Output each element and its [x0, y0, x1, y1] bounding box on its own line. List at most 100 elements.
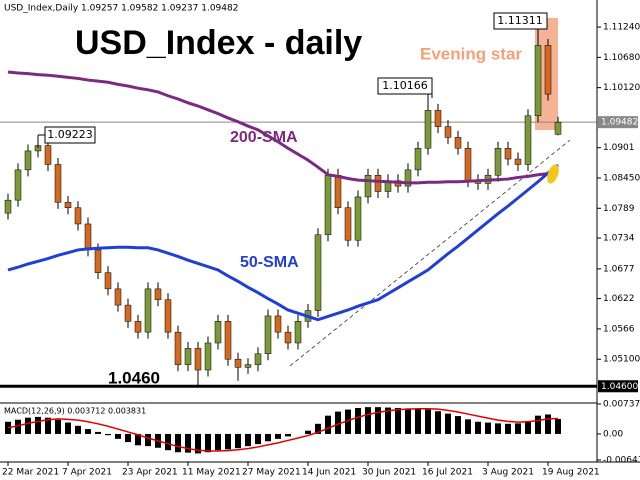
candle-body: [534, 45, 542, 117]
x-tick-label: 11 May 2021: [182, 468, 241, 478]
candle-body: [194, 348, 202, 371]
candle-body: [24, 150, 32, 171]
candle-body: [164, 299, 172, 333]
x-tick-label: 30 Jun 2021: [362, 468, 416, 478]
candle-body: [94, 249, 102, 273]
candle-body: [414, 147, 422, 171]
candle-body: [334, 175, 342, 208]
y-tick-label: -0.006415: [603, 456, 640, 466]
level-label: 1.09482: [601, 118, 638, 128]
y-tick-label: 1.0734: [603, 234, 635, 244]
chart-header: USD_Index,Daily 1.09257 1.09582 1.09237 …: [4, 4, 238, 14]
macd-bar: [445, 413, 451, 434]
candle-body: [294, 321, 302, 344]
sma-label: 200-SMA: [230, 129, 298, 146]
annotation: 1.11311: [497, 14, 543, 27]
macd-bar: [175, 433, 181, 453]
macd-bar: [255, 433, 261, 445]
y-tick-label: 0.00: [603, 429, 623, 439]
y-tick-label: 1.0566: [603, 324, 635, 334]
macd-bar: [405, 408, 411, 434]
macd-bar: [55, 419, 61, 434]
macd-bar: [215, 433, 221, 451]
candle-body: [374, 175, 382, 192]
x-tick-label: 23 Apr 2021: [122, 468, 178, 478]
macd-bar: [245, 433, 251, 447]
candle-body: [234, 358, 242, 368]
candle-body: [214, 321, 222, 344]
macd-bar: [505, 423, 511, 434]
macd-bar: [535, 415, 541, 434]
y-tick-label: 1.0901: [603, 143, 635, 153]
macd-bar: [435, 411, 441, 434]
y-tick-label: 1.10680: [603, 53, 640, 63]
candle-body: [284, 331, 292, 344]
candle-body: [244, 364, 252, 368]
candle-body: [324, 175, 332, 236]
candle-body: [114, 288, 122, 306]
candle-body: [74, 207, 82, 225]
macd-bar: [95, 431, 101, 434]
macd-bar: [135, 433, 141, 446]
crossover-marker: [547, 164, 559, 184]
macd-bar: [15, 419, 21, 434]
annotation: 1.10166: [382, 79, 428, 92]
macd-bar: [475, 421, 481, 434]
candle-body: [224, 321, 232, 360]
macd-bar: [195, 433, 201, 454]
level-label: 1.04600: [601, 382, 638, 392]
candle-body: [504, 147, 512, 160]
y-tick-label: 1.11240: [603, 23, 640, 33]
macd-bar: [225, 433, 231, 450]
candle-body: [174, 331, 182, 365]
x-tick-label: 7 Apr 2021: [62, 468, 112, 478]
macd-bar: [145, 433, 151, 447]
macd-bar: [545, 414, 551, 434]
macd-bar: [515, 423, 521, 434]
macd-bar: [395, 407, 401, 434]
candle-body: [254, 353, 262, 365]
macd-bar: [265, 433, 271, 442]
macd-bar: [355, 407, 361, 434]
macd-bar: [345, 409, 351, 434]
macd-bar: [105, 433, 111, 436]
y-tick-label: 1.08450: [603, 173, 640, 183]
macd-bar: [465, 419, 471, 434]
macd-bar: [25, 417, 31, 434]
y-tick-label: 0.007376: [603, 400, 640, 410]
candle-body: [434, 110, 442, 127]
macd-bar: [85, 429, 91, 434]
candle-body: [64, 202, 72, 208]
candle-body: [314, 234, 322, 311]
macd-bar: [115, 433, 121, 439]
macd-bar: [65, 422, 71, 434]
candle-body: [154, 288, 162, 300]
sma-label: 50-SMA: [240, 254, 299, 271]
macd-bar: [45, 417, 51, 434]
macd-bar: [415, 408, 421, 434]
sma-line: [7, 70, 559, 185]
candle-body: [514, 158, 522, 165]
annotation: 1.0460: [108, 368, 160, 387]
x-tick-label: 16 Jul 2021: [422, 468, 473, 478]
plot-area: 1.11240 1.10680 1.10120 1.0901 1.08450 1.0789…: [0, 23, 640, 466]
candle-body: [14, 169, 22, 201]
candle-body: [344, 207, 352, 241]
candle-body: [444, 126, 452, 138]
macd-bar: [185, 433, 191, 453]
candle-body: [494, 147, 502, 176]
x-tick-label: 19 Aug 2021: [542, 468, 600, 478]
macd-bar: [555, 418, 561, 434]
x-tick-label: 22 Mar 2021: [2, 468, 59, 478]
x-tick-label: 3 Aug 2021: [482, 468, 534, 478]
candle-body: [524, 115, 532, 165]
macd-bar: [125, 433, 131, 443]
candle-body: [54, 164, 62, 203]
macd-bar: [365, 407, 371, 434]
y-tick-label: 1.05100: [603, 355, 640, 365]
macd-bar: [495, 423, 501, 434]
candle-body: [104, 272, 112, 290]
macd-bar: [275, 433, 281, 439]
